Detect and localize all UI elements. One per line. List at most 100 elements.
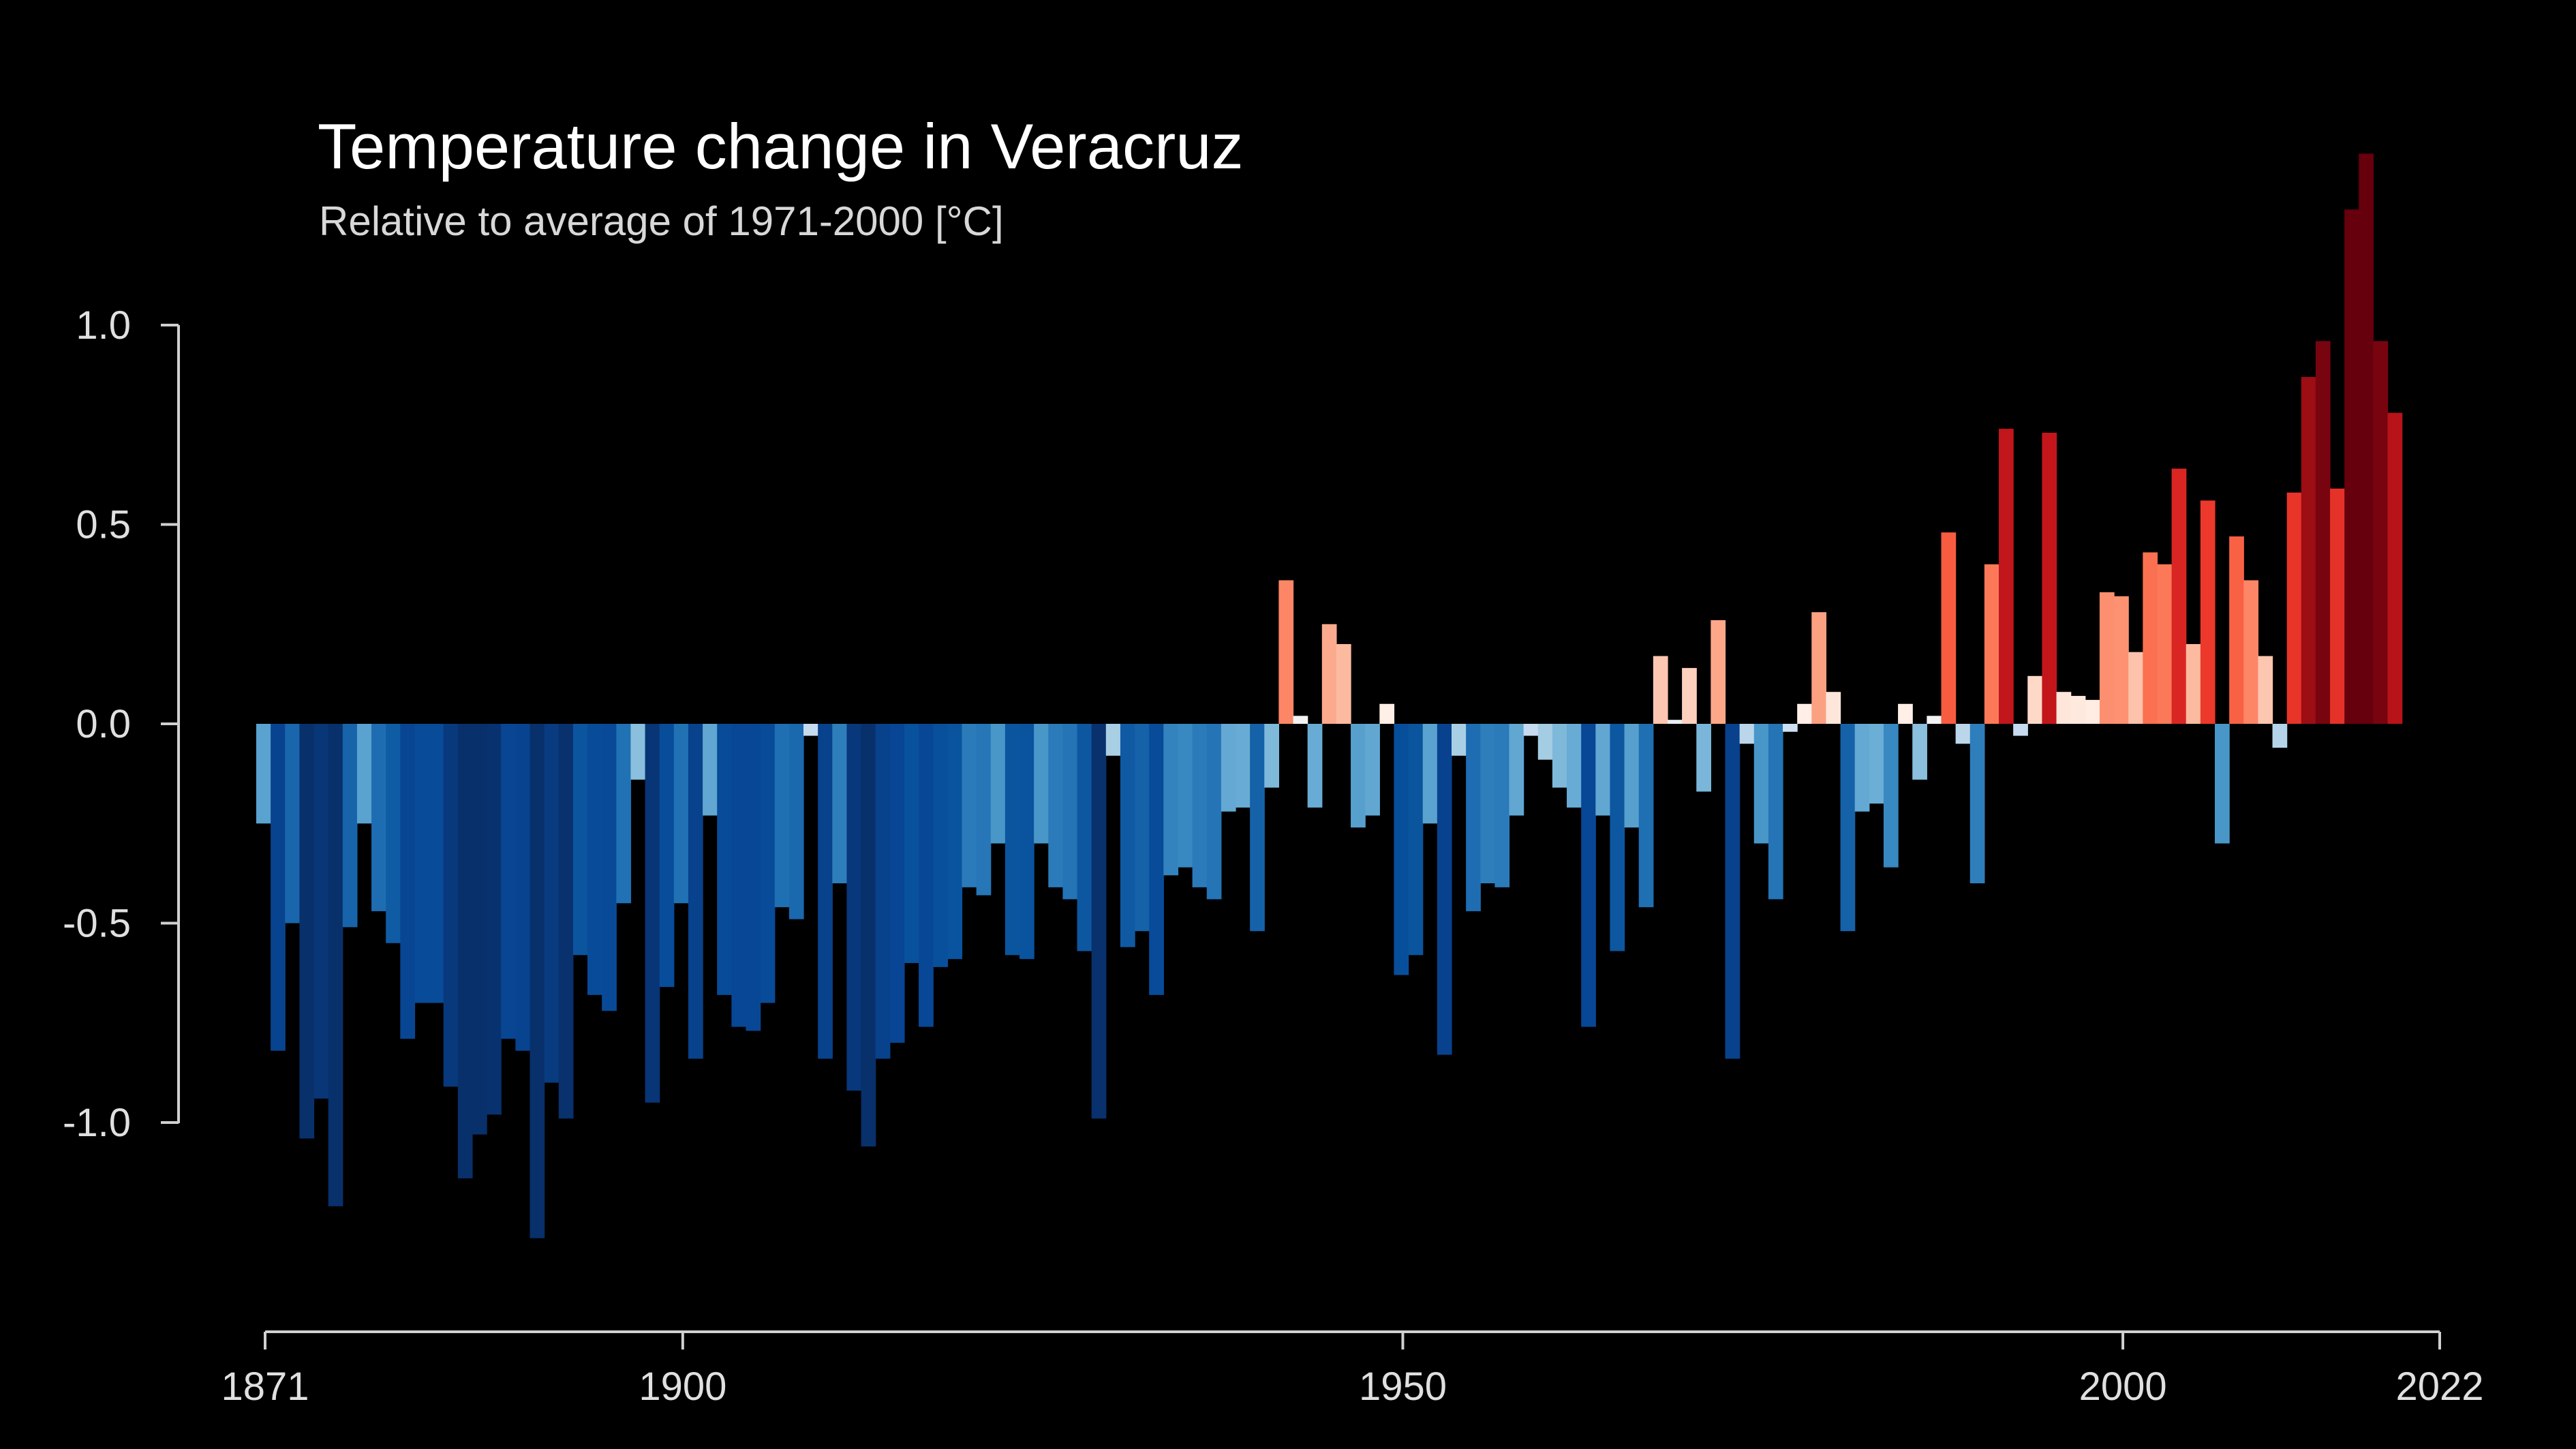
bar-1944 <box>1307 724 1323 808</box>
chart-subtitle: Relative to average of 1971-2000 [°C] <box>319 198 1004 244</box>
bar-1878 <box>356 724 372 824</box>
bar-1998 <box>2085 699 2100 724</box>
bar-1979 <box>1811 612 1827 724</box>
bar-1957 <box>1494 724 1510 887</box>
x-tick-label: 1900 <box>639 1364 726 1409</box>
bar-1899 <box>659 724 675 988</box>
bar-1947 <box>1351 724 1366 828</box>
bar-1923 <box>1005 724 1020 956</box>
chart-title: Temperature change in Veracruz <box>318 110 1244 182</box>
bar-1892 <box>558 724 574 1119</box>
bar-1932 <box>1135 724 1150 932</box>
bar-series <box>256 153 2403 1238</box>
bar-2019 <box>2387 412 2403 724</box>
bar-1889 <box>515 724 531 1051</box>
bar-1988 <box>1941 532 1957 724</box>
bar-1910 <box>818 724 833 1059</box>
bar-1952 <box>1422 724 1438 824</box>
bar-1961 <box>1552 724 1567 788</box>
bar-1927 <box>1062 724 1078 900</box>
bar-1966 <box>1624 724 1640 828</box>
bar-1903 <box>717 724 732 995</box>
bar-1934 <box>1163 724 1179 876</box>
bar-2006 <box>2200 500 2215 724</box>
bar-1905 <box>746 724 761 1031</box>
bar-1997 <box>2070 696 2086 724</box>
bar-1908 <box>788 724 804 919</box>
x-tick-label: 2022 <box>2395 1364 2483 1409</box>
bar-1898 <box>645 724 660 1103</box>
bar-1960 <box>1537 724 1553 760</box>
bar-1911 <box>832 724 848 883</box>
bar-1921 <box>976 724 992 896</box>
y-tick-label: 0.5 <box>76 503 131 547</box>
bar-1883 <box>429 724 444 1003</box>
bar-1871 <box>256 724 271 824</box>
x-axis-ticks: 1871 1900 1950 2000 2022 <box>221 1332 2484 1409</box>
bar-1955 <box>1466 724 1481 911</box>
bar-1893 <box>572 724 588 956</box>
x-tick-label: 2000 <box>2079 1364 2167 1409</box>
y-tick-label: 0.0 <box>76 702 131 746</box>
bar-1888 <box>501 724 516 1039</box>
bar-1909 <box>803 724 818 736</box>
bar-1973 <box>1725 724 1741 1059</box>
bar-1901 <box>688 724 703 1059</box>
bar-1926 <box>1048 724 1064 887</box>
bar-2004 <box>2171 468 2187 724</box>
bar-1890 <box>530 724 545 1238</box>
bar-1900 <box>673 724 689 904</box>
bar-2009 <box>2243 580 2259 724</box>
bar-2011 <box>2272 724 2288 748</box>
bar-1981 <box>1840 724 1856 932</box>
bar-2008 <box>2229 536 2244 724</box>
bar-1970 <box>1682 668 1697 724</box>
bar-1943 <box>1293 716 1308 724</box>
bar-1891 <box>544 724 559 1083</box>
bar-1972 <box>1711 620 1726 724</box>
bar-1936 <box>1192 724 1208 887</box>
bar-1950 <box>1394 724 1409 975</box>
bar-2010 <box>2258 656 2273 724</box>
bar-1877 <box>342 724 358 928</box>
bar-1885 <box>457 724 473 1178</box>
x-tick-label: 1871 <box>221 1364 309 1409</box>
bar-1964 <box>1595 724 1611 816</box>
bar-2012 <box>2286 492 2302 724</box>
bar-1884 <box>443 724 459 1087</box>
bar-1992 <box>1999 429 2014 724</box>
bar-1977 <box>1783 724 1798 732</box>
bar-2002 <box>2143 552 2158 724</box>
bar-1940 <box>1250 724 1265 932</box>
bar-1937 <box>1206 724 1222 900</box>
bar-1968 <box>1653 656 1668 724</box>
bar-1922 <box>990 724 1006 844</box>
bar-1924 <box>1019 724 1034 960</box>
bar-1894 <box>587 724 602 995</box>
bar-1917 <box>919 724 934 1027</box>
bar-1939 <box>1236 724 1251 808</box>
bar-1978 <box>1797 703 1812 724</box>
bar-1948 <box>1365 724 1380 816</box>
bar-1920 <box>962 724 977 887</box>
bar-1993 <box>2013 724 2028 736</box>
bar-1906 <box>760 724 776 1003</box>
bar-1902 <box>703 724 718 816</box>
bar-1959 <box>1523 724 1539 736</box>
bar-2016 <box>2344 209 2359 724</box>
y-axis-ticks: 1.0 0.5 0.0 -0.5 -1.0 <box>63 303 179 1145</box>
bar-1904 <box>731 724 747 1027</box>
bar-1914 <box>875 724 891 1059</box>
bar-1929 <box>1091 724 1107 1119</box>
bar-1887 <box>487 724 502 1115</box>
bar-1875 <box>313 724 329 1099</box>
y-tick-label: -0.5 <box>63 902 131 946</box>
bar-1976 <box>1768 724 1783 900</box>
bar-1986 <box>1912 724 1927 780</box>
bar-1991 <box>1984 564 1999 724</box>
bar-1912 <box>846 724 862 1091</box>
bar-1985 <box>1898 703 1913 724</box>
bar-1916 <box>904 724 919 963</box>
bar-1995 <box>2042 432 2057 724</box>
